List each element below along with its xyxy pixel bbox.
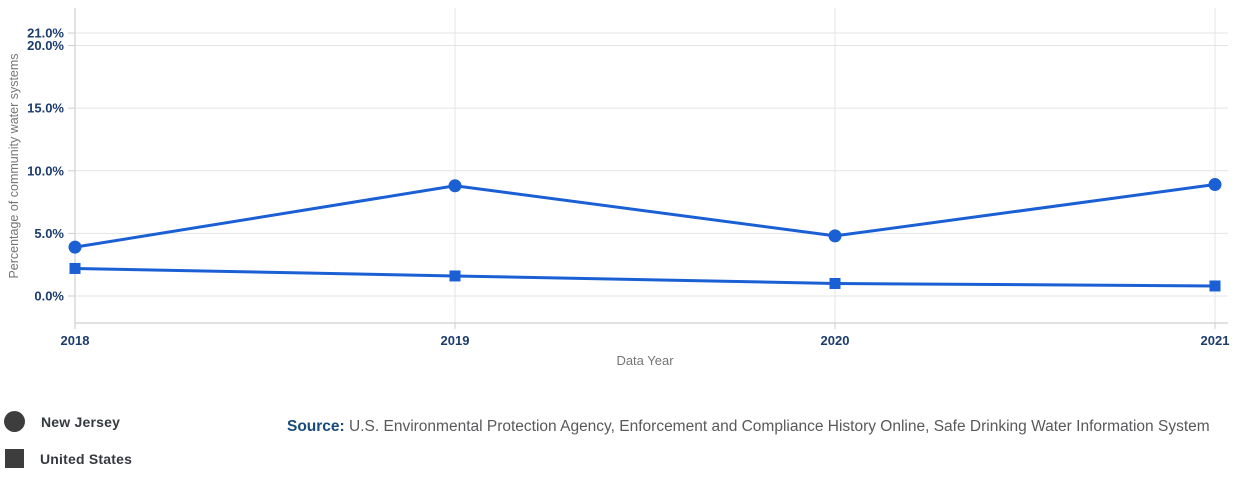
data-point-new-jersey-2021[interactable] bbox=[1208, 178, 1222, 192]
y-tick-label: 10.0% bbox=[27, 163, 64, 178]
y-tick-label: 5.0% bbox=[34, 226, 64, 241]
x-tick-label: 2021 bbox=[1201, 333, 1230, 348]
legend-item-new-jersey[interactable]: New Jersey bbox=[4, 411, 132, 432]
legend-item-united-states[interactable]: United States bbox=[4, 449, 132, 468]
data-point-united-states-2019[interactable] bbox=[449, 270, 461, 282]
data-point-new-jersey-2019[interactable] bbox=[448, 179, 462, 193]
square-marker-icon bbox=[5, 449, 24, 468]
data-point-new-jersey-2018[interactable] bbox=[68, 240, 82, 254]
x-axis-title: Data Year bbox=[616, 353, 674, 368]
source-label: Source: bbox=[287, 418, 345, 435]
series-line-new-jersey bbox=[73, 183, 1217, 249]
data-point-united-states-2021[interactable] bbox=[1209, 280, 1221, 292]
source-note: Source: U.S. Environmental Protection Ag… bbox=[287, 417, 1227, 437]
y-tick-label: 20.0% bbox=[27, 38, 64, 53]
line-chart: Percentage of community water systems 21… bbox=[7, 8, 1230, 368]
x-tick-label: 2018 bbox=[61, 333, 90, 348]
legend-label: New Jersey bbox=[41, 413, 121, 430]
chart-canvas: 21.0%20.0% 15.0% 10.0% 5.0% 0.0% 2018 2019 2020… bbox=[27, 8, 1230, 348]
y-tick-label: 15.0% bbox=[27, 101, 64, 116]
y-tick-label: 21.0% bbox=[27, 26, 64, 41]
legend-label: United States bbox=[40, 450, 133, 467]
y-tick-label: 0.0% bbox=[34, 289, 64, 304]
x-tick-label: 2019 bbox=[441, 333, 470, 348]
data-point-united-states-2020[interactable] bbox=[829, 277, 841, 289]
data-point-united-states-2018[interactable] bbox=[69, 262, 81, 274]
series-line-united-states bbox=[73, 266, 1217, 288]
chart-legend: New Jersey United States bbox=[4, 411, 132, 485]
source-text: U.S. Environmental Protection Agency, En… bbox=[349, 418, 1210, 435]
circle-marker-icon bbox=[4, 411, 25, 432]
x-tick-label: 2020 bbox=[821, 333, 850, 348]
data-point-new-jersey-2020[interactable] bbox=[828, 229, 842, 243]
